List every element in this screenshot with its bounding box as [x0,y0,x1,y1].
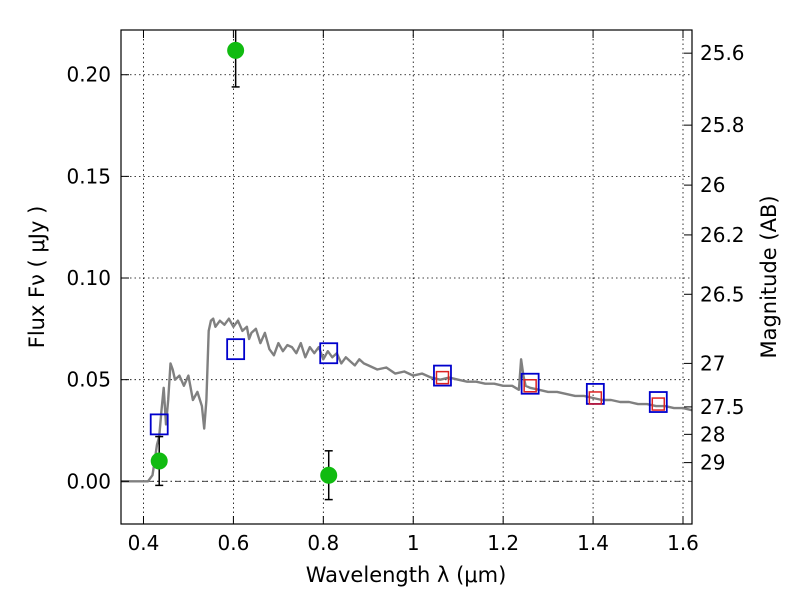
model-photometry-point [319,342,339,365]
magnitude-tick-label: 26 [700,173,725,197]
x-tick-label: 0.8 [307,531,339,555]
observed-photometry-square [588,391,603,405]
magnitude-tick-label: 27.5 [700,395,745,419]
observed-photometry-point [150,452,168,470]
model-photometry-point [648,391,668,413]
y-axis-title: Flux Fν ( μJy ) [25,206,49,349]
data-layer [121,30,692,501]
x-tick-label: 1.4 [577,531,609,555]
model-spectrum-line [121,317,692,483]
observed-photometry-square [523,379,537,393]
x-tick-label: 1.6 [667,531,699,555]
x-axis-title: Wavelength λ (μm) [306,563,507,587]
model-photometry-point [226,338,246,361]
tick-layer: 0.4 0.6 0.8 1 1.2 1.4 1.6 0.00 0.05 0.10 0.15 0.20 2… [66,30,745,555]
y-tick-label: 0.05 [66,368,111,392]
model-photometry-point [149,413,169,436]
observed-photometry-square [435,370,450,385]
model-photometry-point [433,364,452,387]
magnitude-tick-label: 25.6 [700,41,745,65]
observed-photometry-point [320,466,338,484]
magnitude-tick-label: 25.8 [700,113,745,137]
magnitude-tick-label: 28 [700,422,725,446]
y-tick-label: 0.15 [66,164,111,188]
y-tick-label: 0.20 [66,63,111,87]
x-tick-label: 1 [407,531,420,555]
observed-photometry-square [651,397,666,411]
plot-frame [120,29,693,525]
y-tick-label: 0.00 [66,469,111,493]
y2-axis-title: Magnitude (AB) [757,195,781,358]
model-photometry-point [520,372,540,395]
x-tick-label: 1.2 [487,531,519,555]
magnitude-tick-label: 29 [700,451,725,475]
observed-photometry-point [227,41,245,59]
magnitude-tick-label: 26.5 [700,282,745,306]
grid-layer [121,30,692,524]
y-tick-label: 0.10 [66,266,111,290]
magnitude-tick-label: 26.2 [700,223,745,247]
x-tick-label: 0.6 [217,531,249,555]
magnitude-tick-label: 27 [700,351,725,375]
x-tick-label: 0.4 [128,531,160,555]
